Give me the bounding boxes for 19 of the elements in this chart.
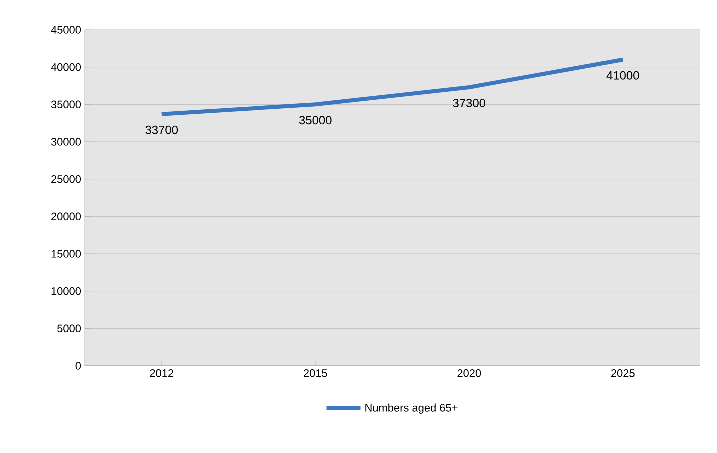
y-tick-label: 20000 xyxy=(52,212,82,221)
x-tick-label: 2015 xyxy=(304,370,328,378)
y-tick-label: 45000 xyxy=(51,26,82,34)
y-tick-label: 40000 xyxy=(51,63,82,72)
x-tick-label: 2012 xyxy=(150,370,174,378)
data-label: 33700 xyxy=(146,126,178,134)
y-tick-label: 30000 xyxy=(51,138,82,146)
data-label: 37300 xyxy=(453,99,486,108)
y-tick-label: 15000 xyxy=(52,250,82,258)
y-tick-label: 5000 xyxy=(58,324,82,333)
data-label: 35000 xyxy=(299,116,332,125)
y-tick-label: 35000 xyxy=(51,100,82,109)
x-tick-label: 2025 xyxy=(611,370,635,378)
x-tick-label: 2020 xyxy=(458,370,482,378)
y-tick-label: 10000 xyxy=(52,287,82,296)
y-tick-label: 25000 xyxy=(52,175,82,184)
y-tick-label: 0 xyxy=(76,362,82,370)
legend-label: Numbers aged 65+ xyxy=(366,404,458,414)
data-label: 41000 xyxy=(606,71,640,80)
